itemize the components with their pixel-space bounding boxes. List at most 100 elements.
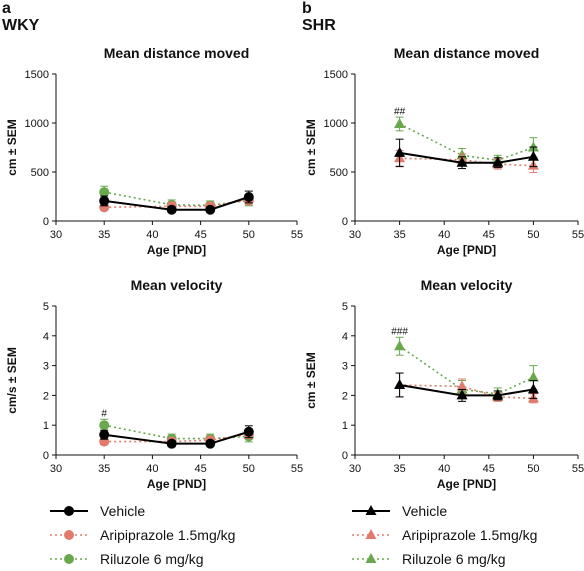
chart3-data-point: [166, 438, 177, 449]
chart4-x-tick-label: 45: [483, 463, 495, 475]
legend-left-label: Riluzole 6 mg/kg: [100, 551, 204, 567]
chart1-data-point: [99, 187, 110, 198]
chart2-x-tick-label: 40: [438, 229, 450, 241]
chart3-data-point: [243, 426, 254, 437]
chart4-x-tick-label: 35: [393, 463, 405, 475]
legend-right-swatch-marker: [365, 505, 377, 515]
chart1-x-axis-label: Age [PND]: [147, 243, 206, 257]
chart3-data-point: [205, 438, 216, 449]
chart3-y-tick-label: 5: [43, 301, 49, 313]
chart1-x-tick-label: 55: [291, 229, 303, 241]
chart3-data-point: [99, 420, 110, 431]
chart4-y-axis-label: cm ± SEM: [304, 352, 318, 409]
panel-letter-b: b: [302, 0, 312, 17]
legend-right-label: Aripiprazole 1.5mg/kg: [402, 527, 537, 543]
chart2-x-tick-label: 55: [572, 229, 584, 241]
chart1-y-tick-label: 0: [43, 216, 49, 228]
chart4-y-tick-label: 0: [342, 450, 348, 462]
chart1-data-point: [166, 204, 177, 215]
chart4-data-point: [394, 378, 406, 389]
chart4-title: Mean velocity: [421, 277, 513, 293]
chart4-data-point: [527, 371, 539, 382]
chart4-series-line: [399, 345, 534, 395]
chart4-series-line: [399, 383, 534, 397]
chart1-y-axis-label: cm ± SEM: [5, 119, 19, 176]
chart3-y-axis-label: cm/s ± SEM: [5, 347, 19, 414]
chart2-x-tick-label: 35: [393, 229, 405, 241]
chart2-y-tick-label: 0: [342, 216, 348, 228]
chart2-x-tick-label: 45: [483, 229, 495, 241]
legend-left-swatch-marker: [64, 506, 74, 516]
chart4-x-tick-label: 50: [527, 463, 539, 475]
chart1-y-tick-label: 500: [31, 167, 49, 179]
chart1-series-line: [104, 196, 250, 211]
chart2-data-point: [456, 156, 468, 167]
panel-group-shr: SHR: [302, 17, 336, 34]
chart4-x-axis-label: Age [PND]: [437, 477, 496, 491]
chart2-data-point: [527, 141, 539, 152]
chart3-data-point: [99, 429, 110, 440]
chart2-data-point: [394, 146, 406, 157]
chart2-x-tick-label: 30: [349, 229, 361, 241]
chart3-x-tick-label: 40: [146, 463, 158, 475]
chart3-y-tick-label: 0: [43, 450, 49, 462]
chart4-y-tick-label: 4: [342, 331, 348, 343]
chart1-title: Mean distance moved: [104, 45, 250, 61]
chart4-y-tick-label: 2: [342, 390, 348, 402]
chart1-data-point: [99, 195, 110, 206]
chart1-data-point: [205, 204, 216, 215]
chart4-y-tick-label: 5: [342, 301, 348, 313]
chart2-x-tick-label: 50: [527, 229, 539, 241]
legend-right-label: Vehicle: [402, 503, 447, 519]
chart2-series-line: [399, 123, 534, 162]
chart4-x-tick-label: 30: [349, 463, 361, 475]
panel-group-wky: WKY: [2, 17, 40, 34]
chart1-x-tick-label: 35: [98, 229, 110, 241]
chart2-y-axis-label: cm ± SEM: [304, 119, 318, 176]
chart4-x-tick-label: 40: [438, 463, 450, 475]
chart3-title: Mean velocity: [131, 277, 223, 293]
chart3-x-tick-label: 55: [291, 463, 303, 475]
chart4-data-point: [394, 340, 406, 351]
chart3-x-tick-label: 50: [243, 463, 255, 475]
legend-left-label: Aripiprazole 1.5mg/kg: [100, 527, 235, 543]
chart1-x-tick-label: 30: [50, 229, 62, 241]
chart2-y-tick-label: 1000: [324, 118, 348, 130]
chart1-x-tick-label: 45: [194, 229, 206, 241]
chart2-data-point: [492, 156, 504, 167]
chart2-series-line: [399, 151, 534, 164]
chart4-significance-marker: ###: [391, 326, 408, 337]
chart4-x-tick-label: 55: [572, 463, 584, 475]
chart1-x-tick-label: 40: [146, 229, 158, 241]
chart1-data-point: [243, 191, 254, 202]
legend-right-label: Riluzole 6 mg/kg: [402, 551, 506, 567]
legend-right-swatch-marker: [365, 529, 377, 539]
chart4-data-point: [456, 380, 468, 391]
chart3-x-tick-label: 30: [50, 463, 62, 475]
chart2-data-point: [527, 150, 539, 161]
chart4-data-point: [527, 383, 539, 394]
chart3-y-tick-label: 1: [43, 420, 49, 432]
chart3-x-axis-label: Age [PND]: [147, 477, 206, 491]
chart3-series-line: [104, 430, 250, 445]
chart4-data-point: [492, 389, 504, 400]
chart3-y-tick-label: 2: [43, 390, 49, 402]
legend-left-swatch-marker: [64, 530, 74, 540]
chart2-x-axis-label: Age [PND]: [437, 243, 496, 257]
legend-right-swatch-marker: [365, 553, 377, 563]
chart2-data-point: [394, 117, 406, 128]
chart4-y-tick-label: 1: [342, 420, 348, 432]
legend-left-label: Vehicle: [100, 503, 145, 519]
chart1-y-tick-label: 1500: [25, 69, 49, 81]
chart4-data-point: [456, 389, 468, 400]
chart2-significance-marker: ##: [394, 107, 406, 118]
chart3-x-tick-label: 45: [194, 463, 206, 475]
legend-left-swatch-marker: [64, 554, 74, 564]
chart2-title: Mean distance moved: [394, 45, 540, 61]
chart3-y-tick-label: 3: [43, 361, 49, 373]
chart3-y-tick-label: 4: [43, 331, 49, 343]
panel-letter-a: a: [2, 0, 11, 17]
chart3-x-tick-label: 35: [98, 463, 110, 475]
chart1-y-tick-label: 1000: [25, 118, 49, 130]
